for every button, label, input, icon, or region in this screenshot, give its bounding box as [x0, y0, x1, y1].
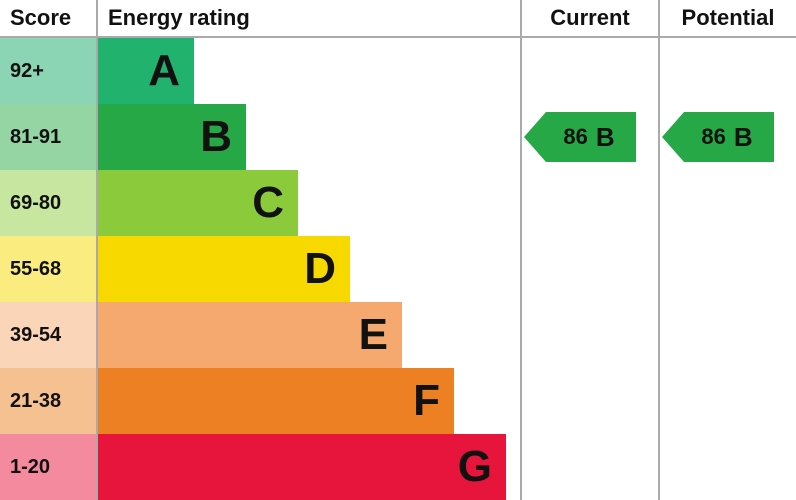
rating-letter: F [413, 376, 440, 426]
rating-row: 1-20 G [0, 434, 796, 500]
rating-bar: F [98, 368, 454, 434]
rating-letter: B [200, 112, 232, 162]
rating-row: 69-80 C [0, 170, 796, 236]
potential-cell [658, 368, 796, 434]
rating-letter: G [458, 442, 492, 492]
score-cell: 39-54 [0, 302, 96, 368]
current-cell [520, 38, 658, 104]
current-cell: 86 B [520, 104, 658, 170]
header-potential: Potential [658, 0, 796, 36]
current-cell [520, 302, 658, 368]
potential-tag: 86 B [662, 112, 774, 162]
rating-bar: D [98, 236, 350, 302]
rating-cell: D [96, 236, 520, 302]
energy-rating-chart: Score Energy rating Current Potential 92… [0, 0, 796, 500]
arrow-head-icon [524, 112, 546, 162]
rating-letter: E [359, 310, 388, 360]
rating-cell: B [96, 104, 520, 170]
header-row: Score Energy rating Current Potential [0, 0, 796, 38]
current-cell [520, 236, 658, 302]
rating-cell: F [96, 368, 520, 434]
potential-cell [658, 302, 796, 368]
score-cell: 92+ [0, 38, 96, 104]
rating-row: 92+ A [0, 38, 796, 104]
header-score: Score [0, 5, 96, 31]
rating-bar: E [98, 302, 402, 368]
rating-cell: G [96, 434, 520, 500]
score-cell: 21-38 [0, 368, 96, 434]
rating-bar: A [98, 38, 194, 104]
rating-row: 81-91 B 86 B 86 B [0, 104, 796, 170]
rating-letter: C [252, 178, 284, 228]
rating-letter: D [304, 244, 336, 294]
potential-cell [658, 434, 796, 500]
score-cell: 55-68 [0, 236, 96, 302]
header-rating: Energy rating [96, 0, 520, 36]
current-cell [520, 170, 658, 236]
rating-rows: 92+ A 81-91 B 86 B 86 B 69-80 C 55-68 D 39-54 E 21-38 F… [0, 38, 796, 500]
rating-letter: A [148, 46, 180, 96]
score-cell: 1-20 [0, 434, 96, 500]
rating-bar: C [98, 170, 298, 236]
arrow-head-icon [662, 112, 684, 162]
arrow-score: 86 [563, 124, 587, 150]
rating-bar: B [98, 104, 246, 170]
arrow-body: 86 B [546, 112, 636, 162]
current-cell [520, 368, 658, 434]
arrow-letter: B [734, 122, 753, 153]
score-cell: 81-91 [0, 104, 96, 170]
score-cell: 69-80 [0, 170, 96, 236]
rating-row: 21-38 F [0, 368, 796, 434]
potential-cell [658, 236, 796, 302]
rating-row: 55-68 D [0, 236, 796, 302]
arrow-score: 86 [701, 124, 725, 150]
header-current: Current [520, 0, 658, 36]
potential-cell [658, 38, 796, 104]
arrow-letter: B [596, 122, 615, 153]
potential-cell: 86 B [658, 104, 796, 170]
rating-bar: G [98, 434, 506, 500]
current-cell [520, 434, 658, 500]
rating-cell: C [96, 170, 520, 236]
rating-cell: E [96, 302, 520, 368]
arrow-body: 86 B [684, 112, 774, 162]
rating-row: 39-54 E [0, 302, 796, 368]
current-tag: 86 B [524, 112, 636, 162]
potential-cell [658, 170, 796, 236]
rating-cell: A [96, 38, 520, 104]
